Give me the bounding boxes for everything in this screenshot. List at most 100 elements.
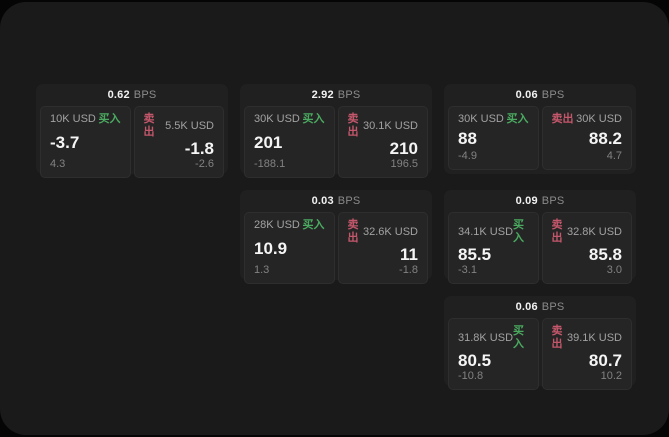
bps-header: 0.06 BPS xyxy=(444,296,636,318)
sell-quote-tile[interactable]: 卖出 39.1K USD 80.7 10.2 xyxy=(541,318,632,390)
sell-tile-header: 卖出 30K USD xyxy=(552,113,623,126)
buy-side-label: 买入 xyxy=(513,325,525,350)
bps-header: 0.06 BPS xyxy=(444,84,636,106)
sell-sub-value: 196.5 xyxy=(390,158,418,170)
buy-price: 85.5 xyxy=(458,245,492,264)
sell-quote-tile[interactable]: 卖出 32.8K USD 85.8 3.0 xyxy=(541,212,632,284)
buy-amount: 30K USD xyxy=(458,113,504,125)
bps-value: 0.06 xyxy=(515,89,538,101)
sell-amount: 32.8K USD xyxy=(566,225,622,238)
sell-price: 85.8 xyxy=(588,245,622,264)
buy-sub-value: -188.1 xyxy=(254,158,286,170)
sell-side-label: 卖出 xyxy=(551,113,574,125)
buy-sub-value: -3.1 xyxy=(458,264,477,276)
buy-quote-tile[interactable]: 30K USD 买入 88 -4.9 xyxy=(448,106,539,170)
sell-side-label: 卖出 xyxy=(347,113,359,138)
buy-quote-tile[interactable]: 10K USD 买入 -3.7 4.3 xyxy=(40,106,131,178)
bps-header: 2.92 BPS xyxy=(240,84,432,106)
bps-header: 0.62 BPS xyxy=(36,84,228,106)
bps-value: 0.03 xyxy=(311,195,334,207)
buy-quote-tile[interactable]: 34.1K USD 买入 85.5 -3.1 xyxy=(448,212,539,284)
sell-amount: 30.1K USD xyxy=(362,119,418,132)
bps-value: 2.92 xyxy=(311,89,334,101)
sell-tile-header: 卖出 39.1K USD xyxy=(552,325,623,351)
sell-tile-header: 卖出 5.5K USD xyxy=(144,113,215,139)
sell-amount: 39.1K USD xyxy=(566,331,622,344)
quote-card: 2.92 BPS 30K USD 买入 201 -188.1 卖出 30.1K … xyxy=(240,84,432,178)
buy-amount: 34.1K USD xyxy=(458,225,514,238)
bps-header: 0.03 BPS xyxy=(240,190,432,212)
buy-price: -3.7 xyxy=(50,132,80,152)
buy-side-label: 买入 xyxy=(506,113,529,125)
sell-sub-value: 4.7 xyxy=(606,150,622,162)
buy-side-label: 买入 xyxy=(513,219,525,244)
buy-amount: 28K USD xyxy=(254,219,300,231)
quote-panels: 31.8K USD 买入 80.5 -10.8 卖出 39.1K USD 80.… xyxy=(444,318,636,394)
quote-card: 0.06 BPS 31.8K USD 买入 80.5 -10.8 卖出 39.1… xyxy=(444,296,636,390)
buy-tile-header: 34.1K USD 买入 xyxy=(458,219,529,245)
sell-side-label: 卖出 xyxy=(551,325,563,350)
buy-side-label: 买入 xyxy=(98,113,121,125)
sell-amount: 32.6K USD xyxy=(362,225,418,238)
sell-side-label: 卖出 xyxy=(551,219,563,244)
buy-sub-value: -10.8 xyxy=(458,370,484,382)
quote-panels: 34.1K USD 买入 85.5 -3.1 卖出 32.8K USD 85.8… xyxy=(444,212,636,288)
bps-value: 0.09 xyxy=(515,195,538,207)
buy-sub-value: 1.3 xyxy=(254,264,270,276)
sell-price: 88.2 xyxy=(588,128,622,148)
sell-quote-tile[interactable]: 卖出 5.5K USD -1.8 -2.6 xyxy=(133,106,224,178)
buy-quote-tile[interactable]: 28K USD 买入 10.9 1.3 xyxy=(244,212,335,284)
buy-tile-header: 30K USD 买入 xyxy=(254,113,325,126)
buy-price: 88 xyxy=(458,128,477,148)
bps-unit-label: BPS xyxy=(541,301,565,313)
bps-value: 0.06 xyxy=(515,301,538,313)
sell-sub-value: -2.6 xyxy=(195,158,214,170)
buy-sub-value: -4.9 xyxy=(458,150,477,162)
sell-price: 80.7 xyxy=(588,351,622,370)
buy-price: 201 xyxy=(254,132,283,152)
buy-quote-tile[interactable]: 31.8K USD 买入 80.5 -10.8 xyxy=(448,318,539,390)
sell-sub-value: 10.2 xyxy=(600,370,622,382)
buy-tile-header: 28K USD 买入 xyxy=(254,219,325,232)
quote-panels: 10K USD 买入 -3.7 4.3 卖出 5.5K USD -1.8 -2.… xyxy=(36,106,228,182)
sell-tile-header: 卖出 32.8K USD xyxy=(552,219,623,245)
bps-unit-label: BPS xyxy=(541,89,565,101)
sell-side-label: 卖出 xyxy=(347,219,359,244)
sell-tile-header: 卖出 32.6K USD xyxy=(348,219,419,245)
sell-quote-tile[interactable]: 卖出 30K USD 88.2 4.7 xyxy=(541,106,632,170)
sell-price: -1.8 xyxy=(184,139,214,158)
buy-tile-header: 30K USD 买入 xyxy=(458,113,529,126)
quote-panels: 30K USD 买入 201 -188.1 卖出 30.1K USD 210 1… xyxy=(240,106,432,182)
buy-amount: 30K USD xyxy=(254,113,300,125)
sell-quote-tile[interactable]: 卖出 32.6K USD 11 -1.8 xyxy=(337,212,428,284)
sell-sub-value: 3.0 xyxy=(606,264,622,276)
buy-price: 10.9 xyxy=(254,238,288,258)
buy-sub-value: 4.3 xyxy=(50,158,66,170)
buy-tile-header: 10K USD 买入 xyxy=(50,113,121,126)
buy-tile-header: 31.8K USD 买入 xyxy=(458,325,529,351)
buy-quote-tile[interactable]: 30K USD 买入 201 -188.1 xyxy=(244,106,335,178)
sell-quote-tile[interactable]: 卖出 30.1K USD 210 196.5 xyxy=(337,106,428,178)
quote-card: 0.03 BPS 28K USD 买入 10.9 1.3 卖出 32.6K US… xyxy=(240,190,432,284)
sell-amount: 5.5K USD xyxy=(165,119,214,132)
sell-sub-value: -1.8 xyxy=(399,264,418,276)
quote-card: 0.62 BPS 10K USD 买入 -3.7 4.3 卖出 5.5K USD… xyxy=(36,84,228,178)
buy-price: 80.5 xyxy=(458,351,492,370)
bps-unit-label: BPS xyxy=(133,89,157,101)
sell-price: 210 xyxy=(389,139,418,158)
bps-header: 0.09 BPS xyxy=(444,190,636,212)
buy-side-label: 买入 xyxy=(302,219,325,231)
quote-card: 0.06 BPS 30K USD 买入 88 -4.9 卖出 30K USD 8… xyxy=(444,84,636,174)
bps-unit-label: BPS xyxy=(337,195,361,207)
sell-price: 11 xyxy=(400,245,418,264)
buy-amount: 10K USD xyxy=(50,113,96,125)
bps-value: 0.62 xyxy=(107,89,130,101)
buy-side-label: 买入 xyxy=(302,113,325,125)
bps-unit-label: BPS xyxy=(337,89,361,101)
quote-card: 0.09 BPS 34.1K USD 买入 85.5 -3.1 卖出 32.8K… xyxy=(444,190,636,284)
buy-amount: 31.8K USD xyxy=(458,331,514,344)
quote-panels: 30K USD 买入 88 -4.9 卖出 30K USD 88.2 4.7 xyxy=(444,106,636,174)
bps-unit-label: BPS xyxy=(541,195,565,207)
sell-tile-header: 卖出 30.1K USD xyxy=(348,113,419,139)
